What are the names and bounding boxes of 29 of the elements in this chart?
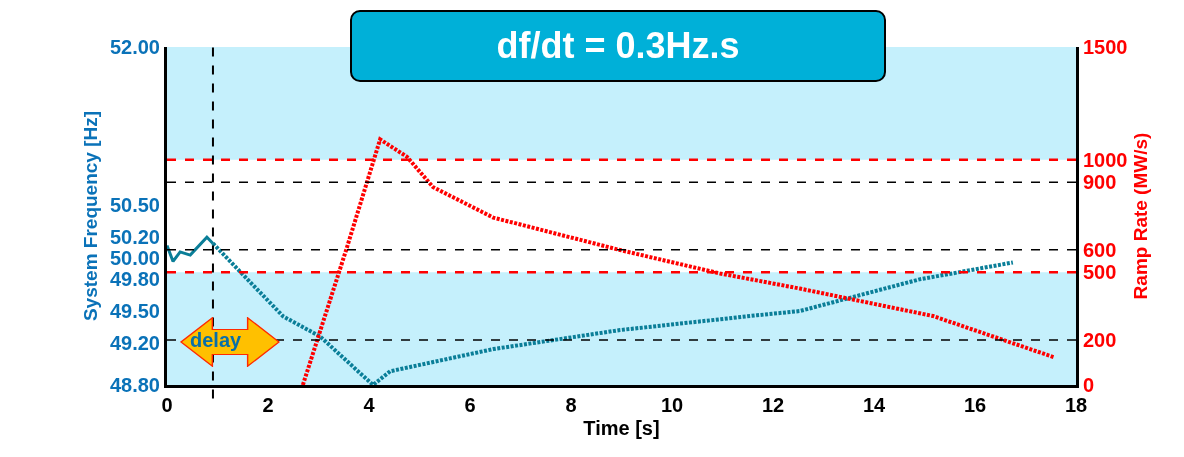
y2-axis-title: Ramp Rate (MW/s) <box>1130 132 1152 300</box>
x-tick-label: 2 <box>262 394 274 416</box>
x-tick-label: 4 <box>363 394 376 416</box>
x-tick-label: 16 <box>963 394 987 416</box>
y2-tick-label: 200 <box>1083 328 1117 351</box>
x-tick-label: 10 <box>660 394 684 416</box>
y-tick-label: 49.20 <box>109 331 160 354</box>
x-tick-label: 0 <box>161 394 173 416</box>
annotation: delay <box>190 329 242 352</box>
y2-tick-label: 600 <box>1083 238 1117 261</box>
y2-tick-label: 1500 <box>1083 36 1128 58</box>
x-tick-label: 14 <box>862 394 886 416</box>
y-tick-label: 52.00 <box>109 36 160 58</box>
y2-tick-label: 900 <box>1083 171 1117 194</box>
x-tick-label: 6 <box>464 394 476 416</box>
y-axis-title: System Frequency [Hz] <box>79 110 101 322</box>
x-tick-label: 8 <box>565 394 577 416</box>
y-tick-label: 49.80 <box>109 268 160 291</box>
y2-tick-label: 500 <box>1083 261 1117 284</box>
x-tick-label: 12 <box>761 394 785 416</box>
y-tick-label: 50.50 <box>109 194 160 217</box>
y-tick-label: 49.50 <box>109 300 160 323</box>
y2-tick-label: 0 <box>1083 374 1095 396</box>
y2-tick-label: 1000 <box>1083 148 1128 171</box>
x-axis-title: Time [s] <box>583 416 660 439</box>
x-tick-label: 18 <box>1064 394 1088 416</box>
y-tick-label: 48.80 <box>109 374 160 396</box>
y-tick-label: 50.00 <box>109 247 160 270</box>
y-tick-label: 50.20 <box>109 226 160 249</box>
